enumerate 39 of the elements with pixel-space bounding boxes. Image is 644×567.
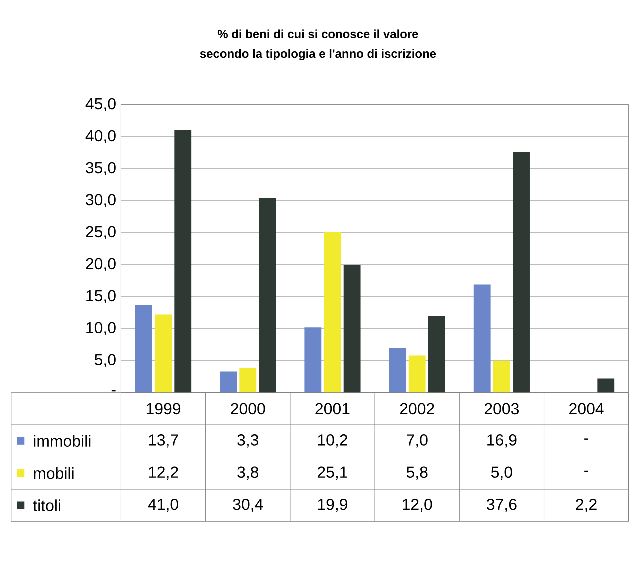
y-tick-label: - — [112, 390, 116, 392]
data-label: 13,7 — [149, 434, 178, 448]
data-label: 12,2 — [149, 466, 178, 480]
y-tick-label: 20,0 — [86, 258, 116, 272]
data-label: 25,1 — [318, 466, 348, 480]
legend-label: mobili — [34, 467, 74, 480]
chart-title: % di beni di cui si conosce il valore — [218, 30, 418, 38]
x-tick-label: 1999 — [146, 403, 181, 415]
data-label: 10,2 — [318, 434, 348, 448]
y-tick-label: 10,0 — [86, 322, 116, 336]
data-label: 41,0 — [148, 498, 178, 512]
y-tick-label: 45,0 — [86, 98, 116, 112]
data-label: 30,4 — [233, 498, 264, 512]
y-tick-label: 15,0 — [86, 290, 116, 304]
data-label: 2,2 — [576, 498, 597, 512]
data-label: 5,0 — [491, 466, 512, 480]
y-tick-label: 30,0 — [86, 194, 116, 208]
data-label: 3,3 — [238, 434, 259, 448]
y-tick-label: 40,0 — [86, 130, 116, 144]
y-tick-label: 5,0 — [94, 354, 116, 368]
x-tick-label: 2002 — [400, 403, 434, 415]
x-tick-label: 2003 — [484, 403, 520, 415]
legend-label: titoli — [33, 500, 60, 512]
data-label: 3,8 — [238, 466, 259, 480]
text: - — [584, 470, 588, 472]
chart-subtitle: secondo la tipologia e l'anno di iscrizione — [200, 49, 436, 60]
legend-label: immobili — [34, 435, 91, 447]
data-label: 19,9 — [318, 498, 348, 512]
x-tick-label: 2000 — [231, 403, 266, 415]
data-label: 12,0 — [403, 498, 432, 512]
text: - — [584, 438, 588, 440]
data-label: 37,6 — [487, 498, 517, 512]
x-tick-label: 2001 — [316, 403, 350, 415]
y-tick-label: 25,0 — [86, 226, 116, 240]
data-label: 7,0 — [407, 434, 428, 448]
data-label: 5,8 — [406, 466, 428, 480]
x-tick-label: 2004 — [570, 403, 604, 415]
y-tick-label: 35,0 — [86, 162, 116, 176]
data-label: 16,9 — [488, 434, 517, 448]
